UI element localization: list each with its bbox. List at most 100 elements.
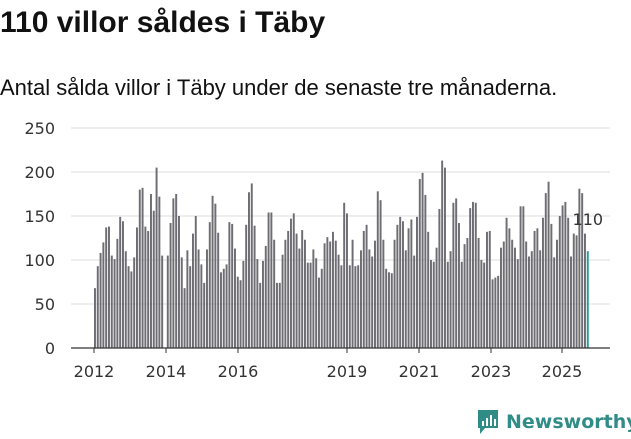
bar [270, 212, 273, 348]
bar [539, 250, 542, 348]
bar [385, 268, 388, 348]
x-tick-label: 2019 [327, 362, 368, 381]
bar [197, 249, 200, 348]
bar [396, 224, 399, 348]
bar [474, 202, 477, 348]
bar [136, 227, 138, 348]
x-axis-ticks: 2012 2014 2016 2019 2021 2023 2025 [74, 348, 583, 381]
bar [108, 226, 110, 348]
bar [124, 251, 127, 348]
bar [214, 203, 217, 348]
bar [166, 255, 169, 348]
bar [267, 212, 270, 348]
bar [178, 216, 180, 348]
x-tick-label: 2021 [399, 362, 440, 381]
bar [441, 160, 444, 348]
bar [116, 238, 119, 348]
bar [578, 188, 581, 348]
bar [334, 240, 337, 348]
bar [211, 195, 214, 348]
y-tick-label: 250 [24, 119, 55, 138]
bar [200, 264, 203, 348]
bar [393, 239, 396, 348]
bar [502, 241, 505, 348]
bar [477, 238, 480, 348]
bar [438, 208, 441, 348]
bar [183, 288, 186, 348]
bar [259, 282, 262, 348]
y-axis-tick-labels: 0 50 100 150 200 250 [24, 119, 55, 358]
bar [110, 255, 113, 348]
bar [147, 230, 150, 348]
bar [488, 230, 491, 348]
bar [329, 241, 332, 348]
bar [175, 194, 178, 348]
bar [362, 230, 365, 348]
bar [150, 194, 152, 348]
bars [94, 160, 589, 348]
bar [435, 247, 438, 348]
x-tick-label: 2016 [218, 362, 259, 381]
bar [374, 240, 376, 348]
bar [203, 282, 206, 348]
bar [130, 271, 133, 348]
bar [516, 259, 519, 348]
y-tick-label: 0 [45, 339, 55, 358]
bar [208, 222, 211, 348]
bar [113, 259, 116, 348]
bar [360, 250, 362, 348]
bar [432, 261, 435, 348]
bar [505, 217, 508, 348]
bar [152, 210, 155, 348]
bar [245, 224, 248, 348]
bar [158, 196, 161, 348]
bar [486, 231, 488, 348]
bar [217, 232, 220, 348]
bar [572, 233, 575, 348]
bar [250, 183, 253, 348]
bar [225, 264, 228, 348]
bar [430, 260, 432, 348]
bar [192, 233, 194, 348]
bar [292, 213, 295, 348]
x-tick-label: 2025 [542, 362, 583, 381]
bar [220, 272, 222, 348]
bar [418, 179, 421, 348]
bar [556, 239, 558, 348]
bar [122, 221, 124, 348]
bar [458, 223, 460, 348]
bar [497, 275, 500, 348]
bar [262, 260, 264, 348]
bar [455, 198, 458, 348]
brand-name: Newsworthy [506, 411, 631, 433]
bar [161, 255, 164, 348]
bar [231, 223, 234, 348]
bar [421, 172, 424, 348]
bar [404, 250, 407, 348]
bar [581, 193, 584, 348]
x-tick-label: 2014 [146, 362, 187, 381]
bar [463, 244, 466, 348]
bar [416, 216, 418, 348]
bar [248, 192, 250, 348]
bar [469, 208, 472, 348]
bar [239, 280, 242, 348]
bar [287, 230, 290, 348]
bar [388, 272, 390, 348]
bar [444, 167, 446, 348]
bar [368, 249, 371, 348]
bar [206, 249, 208, 348]
bar [309, 262, 312, 348]
bar [194, 216, 197, 348]
bar [180, 257, 183, 348]
bar [105, 227, 108, 348]
bar [530, 251, 533, 348]
bar [222, 268, 225, 348]
bar [141, 187, 144, 348]
bar [228, 222, 231, 348]
bar [236, 276, 239, 348]
bar [371, 256, 374, 348]
bar [234, 248, 236, 348]
bar [413, 255, 416, 348]
